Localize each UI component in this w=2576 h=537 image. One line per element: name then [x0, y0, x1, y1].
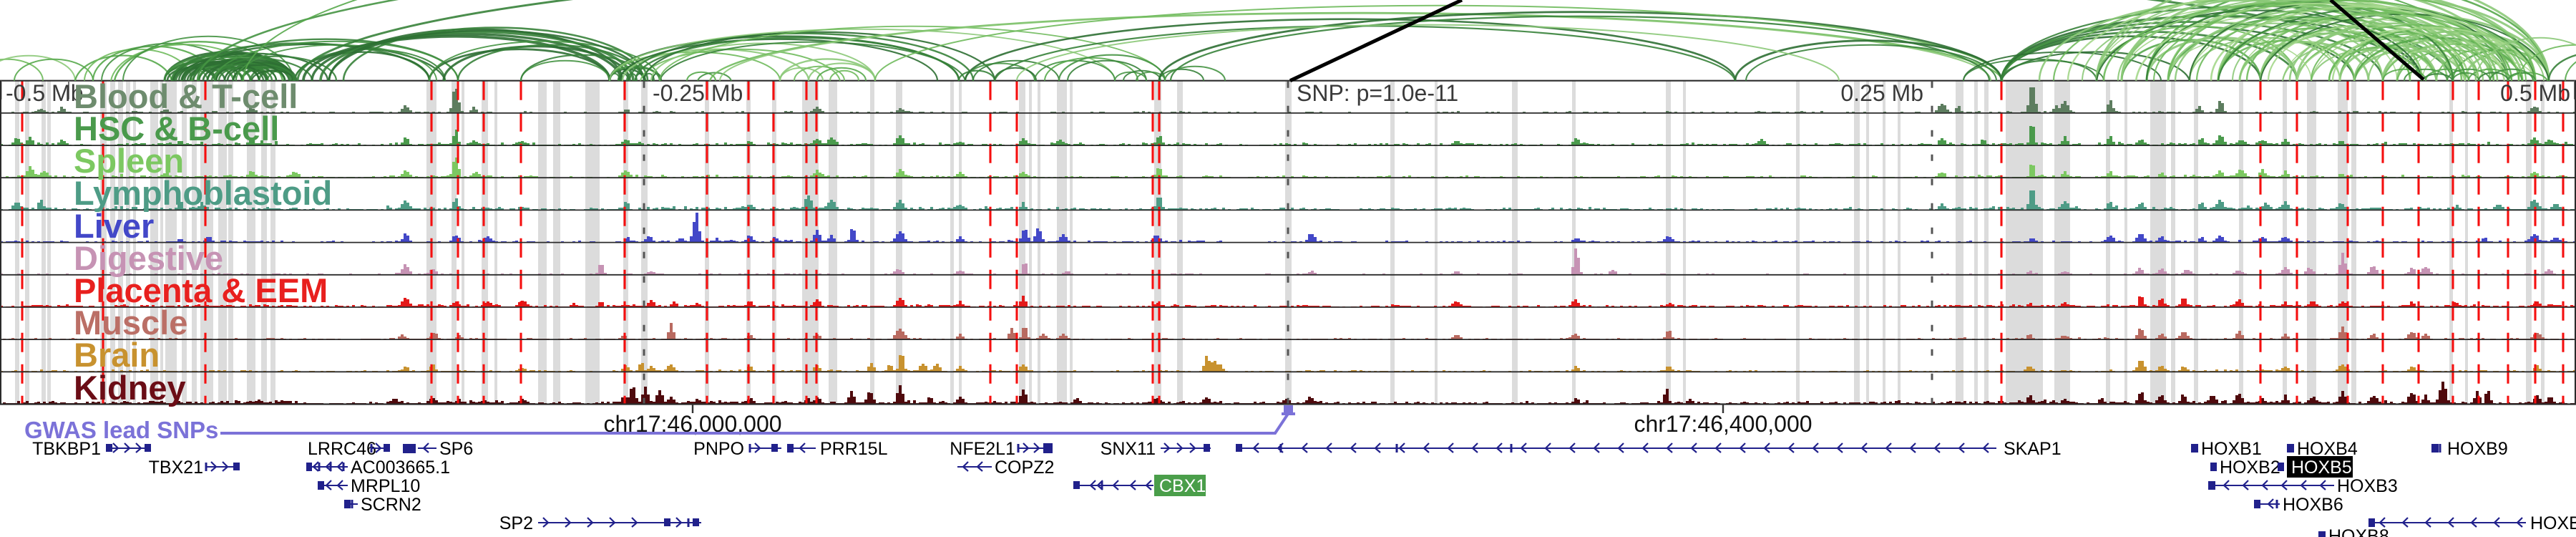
svg-text:PRR15L: PRR15L — [820, 439, 888, 459]
svg-text:HOXB4: HOXB4 — [2297, 439, 2358, 459]
svg-text:LRRC46: LRRC46 — [308, 439, 376, 459]
svg-text:AC003665.1: AC003665.1 — [351, 458, 450, 478]
svg-text:SP6: SP6 — [439, 439, 473, 459]
svg-text:Brain: Brain — [74, 336, 160, 374]
svg-text:COPZ2: COPZ2 — [995, 458, 1054, 478]
svg-text:chr17:46,400,000: chr17:46,400,000 — [1634, 411, 1812, 437]
svg-text:MRPL10: MRPL10 — [351, 476, 420, 496]
svg-text:TBKBP1: TBKBP1 — [32, 439, 101, 459]
svg-text:0.25 Mb: 0.25 Mb — [1840, 80, 1923, 106]
svg-text:SNX11: SNX11 — [1101, 439, 1156, 459]
svg-text:HOXB9: HOXB9 — [2447, 439, 2508, 459]
svg-text:Blood & T-cell: Blood & T-cell — [74, 77, 298, 115]
svg-text:SP2: SP2 — [499, 513, 533, 533]
svg-text:Placenta & EEM: Placenta & EEM — [74, 271, 328, 309]
svg-text:SKAP1: SKAP1 — [2004, 439, 2062, 459]
svg-text:Muscle: Muscle — [74, 304, 187, 342]
svg-text:Lymphoblastoid: Lymphoblastoid — [74, 174, 332, 212]
svg-text:NFE2L1: NFE2L1 — [950, 439, 1015, 459]
svg-text:Spleen: Spleen — [74, 142, 184, 180]
svg-text:HOXB6: HOXB6 — [2283, 495, 2343, 515]
svg-text:HOXB5: HOXB5 — [2291, 458, 2352, 478]
svg-text:SCRN2: SCRN2 — [361, 495, 421, 515]
svg-text:HOXB3: HOXB3 — [2337, 476, 2398, 496]
svg-text:Liver: Liver — [74, 207, 154, 245]
svg-text:HOXB8: HOXB8 — [2328, 526, 2389, 537]
svg-text:PNPO: PNPO — [693, 439, 744, 459]
svg-text:-0.25 Mb: -0.25 Mb — [653, 80, 743, 106]
svg-text:SNP: p=1.0e-11: SNP: p=1.0e-11 — [1297, 80, 1458, 106]
svg-text:HOXB2: HOXB2 — [2220, 458, 2280, 478]
svg-text:CBX1: CBX1 — [1159, 476, 1206, 496]
svg-text:Digestive: Digestive — [74, 239, 223, 277]
svg-text:0.5 Mb: 0.5 Mb — [2500, 80, 2570, 106]
svg-text:TBX21: TBX21 — [149, 458, 203, 478]
svg-text:HOXB1: HOXB1 — [2201, 439, 2262, 459]
svg-text:-0.5 Mb: -0.5 Mb — [6, 80, 83, 106]
svg-text:GWAS lead SNPs: GWAS lead SNPs — [24, 417, 218, 443]
svg-text:HSC & B-cell: HSC & B-cell — [74, 110, 279, 147]
svg-text:HOXB7: HOXB7 — [2530, 513, 2576, 533]
svg-text:Kidney: Kidney — [74, 369, 186, 407]
